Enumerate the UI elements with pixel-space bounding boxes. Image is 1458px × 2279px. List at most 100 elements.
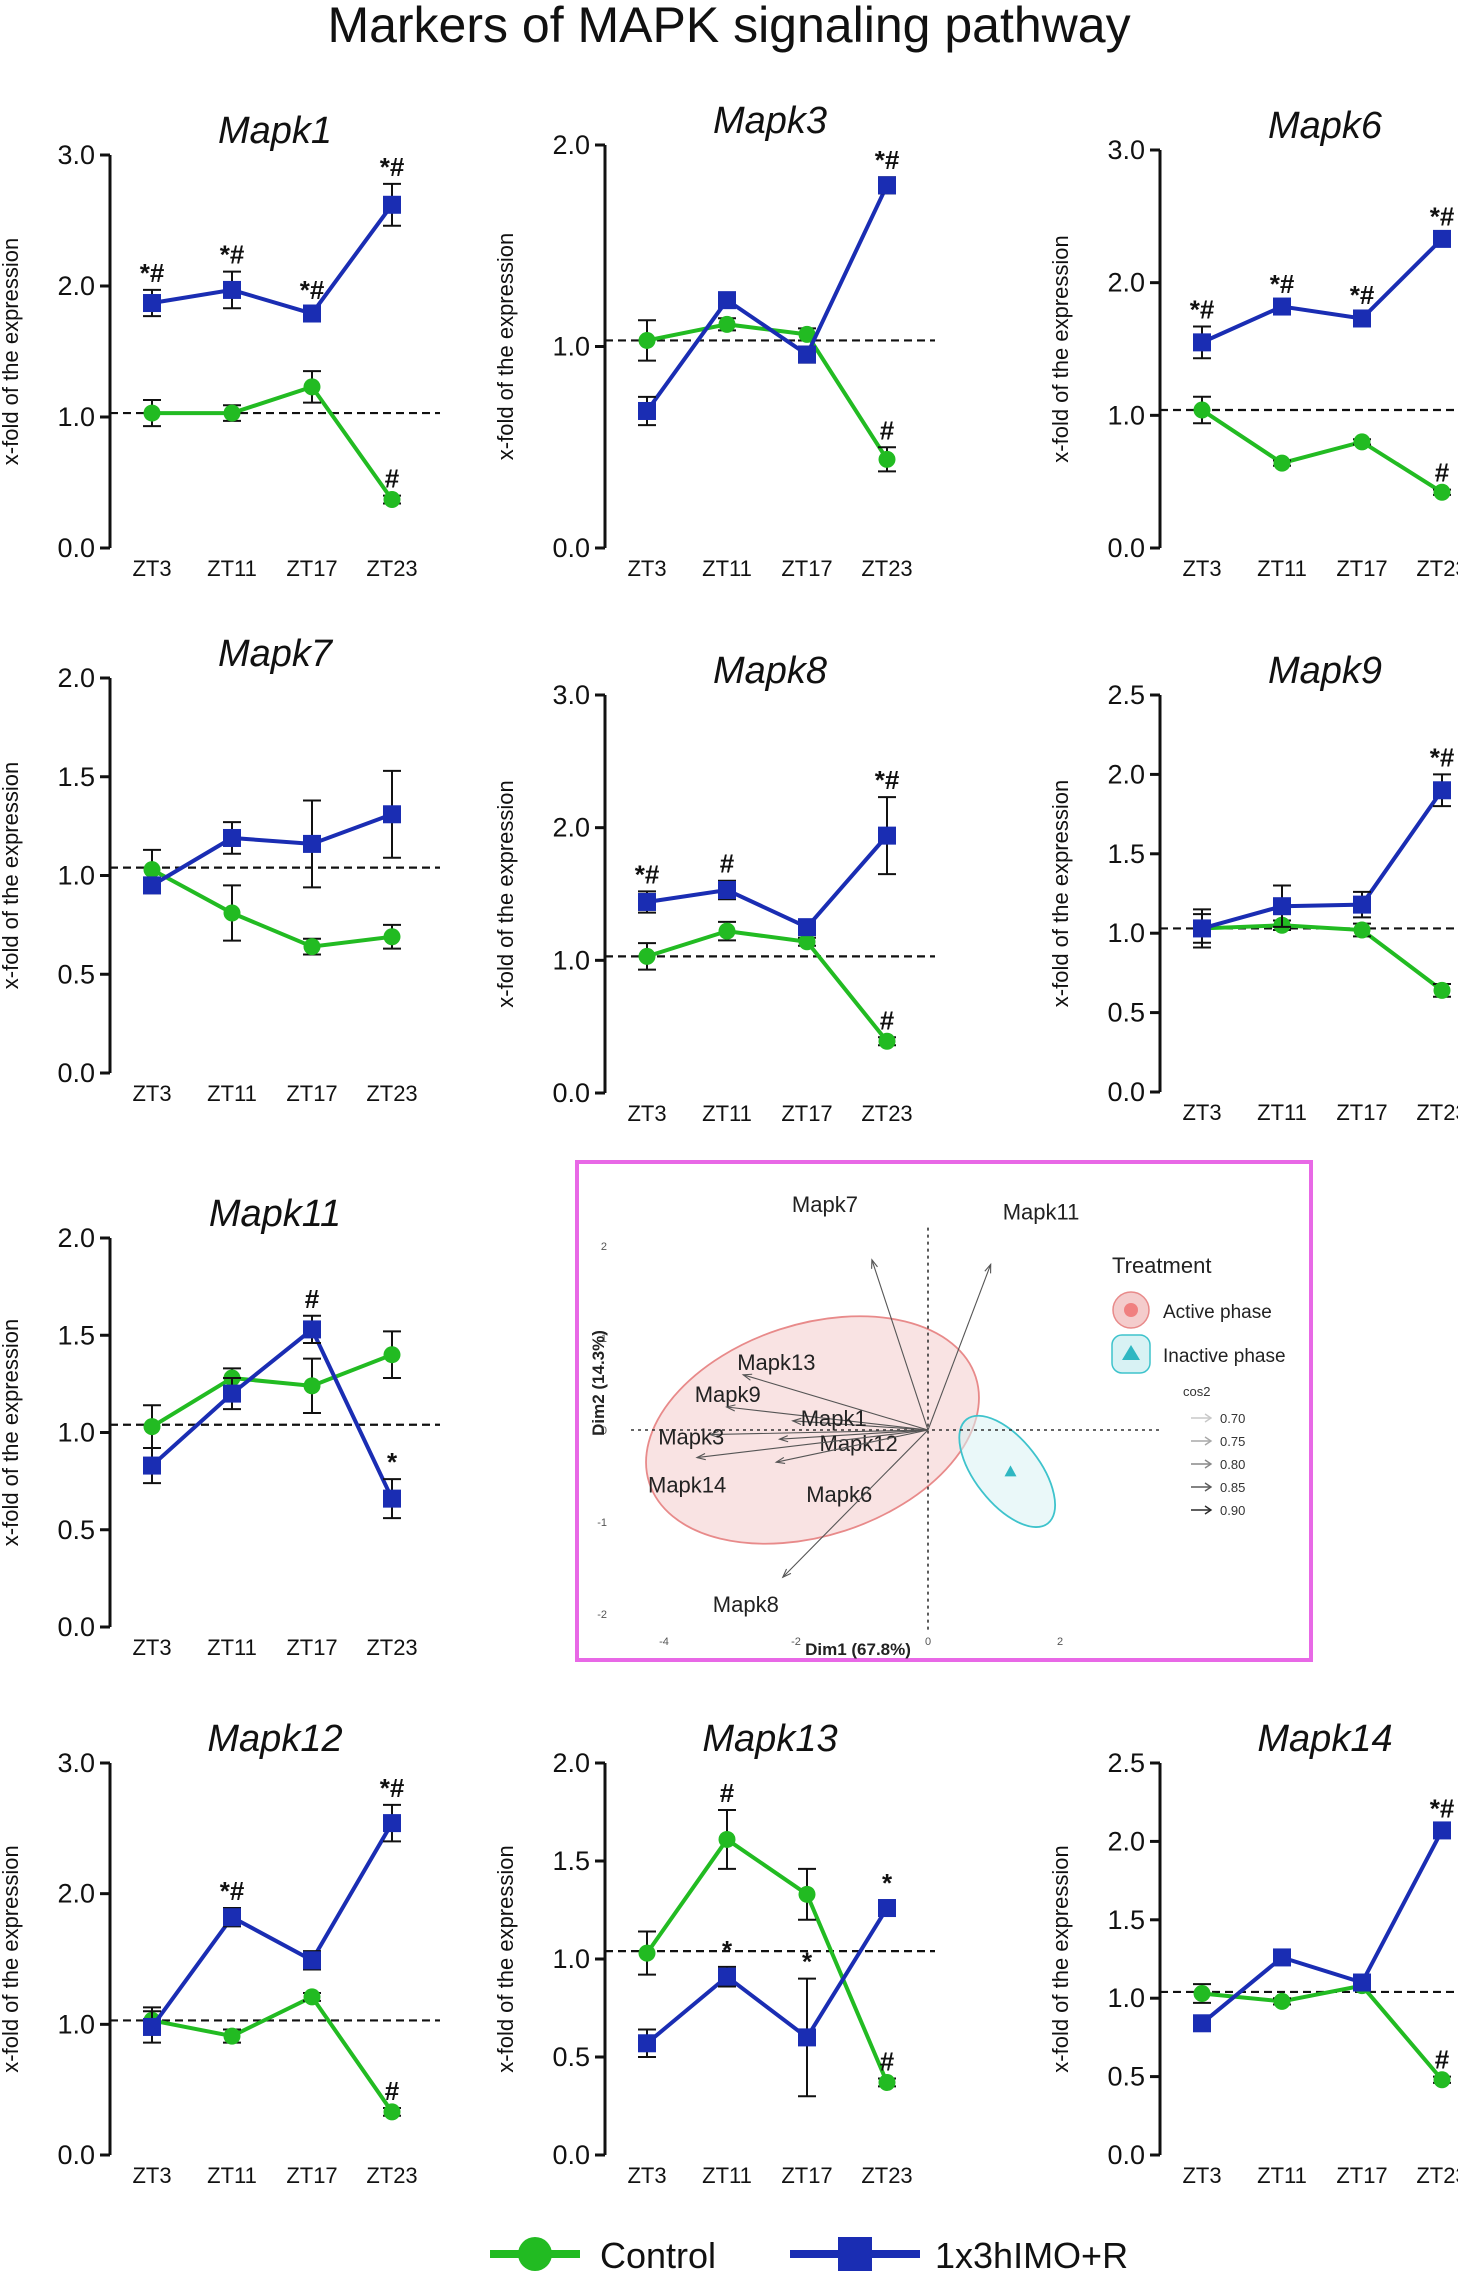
mapk8-treatment-point	[878, 826, 896, 845]
panel-mapk8: Mapk8 x-fold of the expression 0.0 1.0 2.0 3.…	[493, 650, 935, 1126]
mapk3-y-axis-label: x-fold of the expression	[493, 233, 518, 460]
mapk9-treatment-line	[1201, 789, 1444, 931]
mapk14-treatment-point	[1433, 1821, 1451, 1840]
mapk3-control-point	[718, 315, 736, 333]
mapk9-y-axis-label: x-fold of the expression	[1048, 780, 1073, 1007]
mapk12-y-tick-label: 0.0	[57, 2140, 95, 2170]
mapk13-treatment-point	[878, 1899, 896, 1918]
mapk14-y-tick-label: 0.5	[1107, 2062, 1145, 2092]
mapk8-treatment-point	[718, 881, 736, 900]
mapk6-y-tick-label: 0.0	[1107, 533, 1145, 563]
mapk8-control-point	[718, 922, 736, 940]
mapk9-y-tick-label: 2.0	[1107, 759, 1145, 789]
mapk9-title: Mapk9	[1268, 650, 1382, 692]
mapk3-y-tick-label: 1.0	[552, 332, 590, 362]
mapk1-treatment-significance: *#	[300, 275, 325, 305]
pca-y-axis-label: Dim2 (14.3%)	[589, 1330, 608, 1436]
mapk8-arrow	[782, 1429, 929, 1578]
mapk9-y-tick-label: 1.5	[1107, 839, 1145, 869]
mapk7-treatment-line	[150, 812, 393, 888]
mapk8-y-axis-label: x-fold of the expression	[493, 780, 518, 1007]
mapk12-control-point	[223, 2027, 241, 2045]
mapk3-y-tick-label: 0.0	[552, 533, 590, 563]
mapk9-arrowhead	[725, 1404, 736, 1412]
mapk8-treatment-line	[646, 834, 889, 930]
mapk13-y-tick-label: 1.5	[552, 1846, 590, 1876]
mapk6-arrowhead	[774, 1456, 786, 1465]
mapk3-title: Mapk3	[713, 100, 827, 142]
cos2-legend: 0.70 0.75 0.80 0.85 0.90	[1191, 1411, 1245, 1518]
mapk1-treatment-point	[143, 294, 161, 313]
mapk14-x-tick-label: ZT11	[1257, 2163, 1307, 2188]
panel-mapk12: Mapk12 x-fold of the expression 0.0 1.0 2.0 3…	[0, 1718, 440, 2188]
mapk9-control-line	[1201, 923, 1444, 992]
mapk11-arrowhead	[984, 1262, 992, 1274]
mapk13-x-tick-label: ZT3	[627, 2163, 666, 2188]
mapk1-treatment-point	[383, 195, 401, 214]
mapk11-y-tick-label: 1.5	[57, 1320, 95, 1350]
mapk11-treatment-point	[143, 1456, 161, 1475]
pca-y-tick-label: 2	[601, 1241, 607, 1253]
mapk6-y-tick-label: 1.0	[1107, 400, 1145, 430]
panel-mapk13: Mapk13 x-fold of the expression 0.0 0.5 1.0 1…	[493, 1718, 935, 2188]
mapk6-treatment-point	[1273, 297, 1291, 316]
mapk12-treatment-point	[223, 1908, 241, 1927]
cos2-legend-arrowhead	[1204, 1505, 1213, 1515]
mapk12-y-tick-label: 2.0	[57, 1879, 95, 1909]
mapk6-y-tick-label: 3.0	[1107, 135, 1145, 165]
mapk8-x-tick-label: ZT23	[861, 1101, 912, 1126]
mapk7-control-point	[303, 938, 321, 956]
mapk9-treatment-significance: *#	[1430, 742, 1455, 772]
mapk9-control-point	[1433, 981, 1451, 999]
mapk11-label: Mapk11	[1003, 1199, 1080, 1224]
mapk6-treatment-significance: *#	[1270, 269, 1295, 299]
mapk14-arrow	[696, 1429, 929, 1459]
mapk14-control-line	[1201, 1983, 1444, 2082]
mapk12-x-tick-label: ZT3	[132, 2163, 171, 2188]
mapk1-control-point	[143, 404, 161, 422]
mapk6-y-axis-label: x-fold of the expression	[1048, 235, 1073, 462]
mapk1-treatment-significance: *#	[220, 240, 245, 270]
mapk11-arrow	[927, 1264, 992, 1431]
cos2-legend-value: 0.75	[1220, 1434, 1245, 1449]
mapk1-y-tick-label: 0.0	[57, 533, 95, 563]
mapk13-label: Mapk13	[737, 1350, 815, 1375]
mapk12-arrowhead	[777, 1435, 789, 1443]
pca-y-tick-label: 0	[601, 1425, 607, 1437]
mapk8-control-point	[878, 1032, 896, 1050]
mapk14-control-point	[1433, 2071, 1451, 2089]
mapk6-x-tick-label: ZT17	[1336, 556, 1387, 581]
mapk7-treatment-point	[143, 876, 161, 895]
figure-title: Markers of MAPK signaling pathway	[327, 0, 1130, 53]
mapk11-y-tick-label: 0.5	[57, 1515, 95, 1545]
mapk13-arrow	[743, 1374, 929, 1431]
mapk1-arrow	[792, 1420, 929, 1431]
mapk13-x-tick-label: ZT17	[781, 2163, 832, 2188]
mapk12-treatment-significance: *#	[380, 1773, 405, 1803]
mapk3-treatment-point	[638, 401, 656, 420]
mapk13-control-significance: #	[720, 1778, 735, 1808]
mapk12-x-tick-label: ZT17	[286, 2163, 337, 2188]
inactive-phase-ellipse	[958, 1414, 1057, 1528]
mapk1-y-tick-label: 1.0	[57, 402, 95, 432]
mapk6-treatment-line	[1201, 237, 1444, 345]
mapk1-arrowhead	[791, 1417, 802, 1425]
mapk13-title: Mapk13	[702, 1718, 837, 1760]
mapk8-treatment-significance: *#	[875, 765, 900, 795]
cos2-legend-value: 0.90	[1220, 1503, 1245, 1518]
mapk1-control-point	[303, 378, 321, 396]
mapk7-treatment-point	[383, 805, 401, 824]
mapk3-x-tick-label: ZT3	[627, 556, 666, 581]
mapk1-treatment-line	[151, 203, 394, 316]
mapk11-treatment-significance: #	[305, 1284, 320, 1314]
mapk8-treatment-significance: #	[720, 849, 735, 879]
mapk8-treatment-significance: *#	[635, 859, 660, 889]
mapk6-label: Mapk6	[806, 1482, 872, 1507]
mapk3-control-significance: #	[880, 415, 895, 445]
mapk14-treatment-line	[1200, 1829, 1444, 2025]
mapk1-x-tick-label: ZT11	[207, 556, 257, 581]
mapk6-title: Mapk6	[1268, 105, 1383, 147]
mapk6-control-point	[1433, 483, 1451, 501]
mapk8-x-tick-label: ZT11	[702, 1101, 752, 1126]
